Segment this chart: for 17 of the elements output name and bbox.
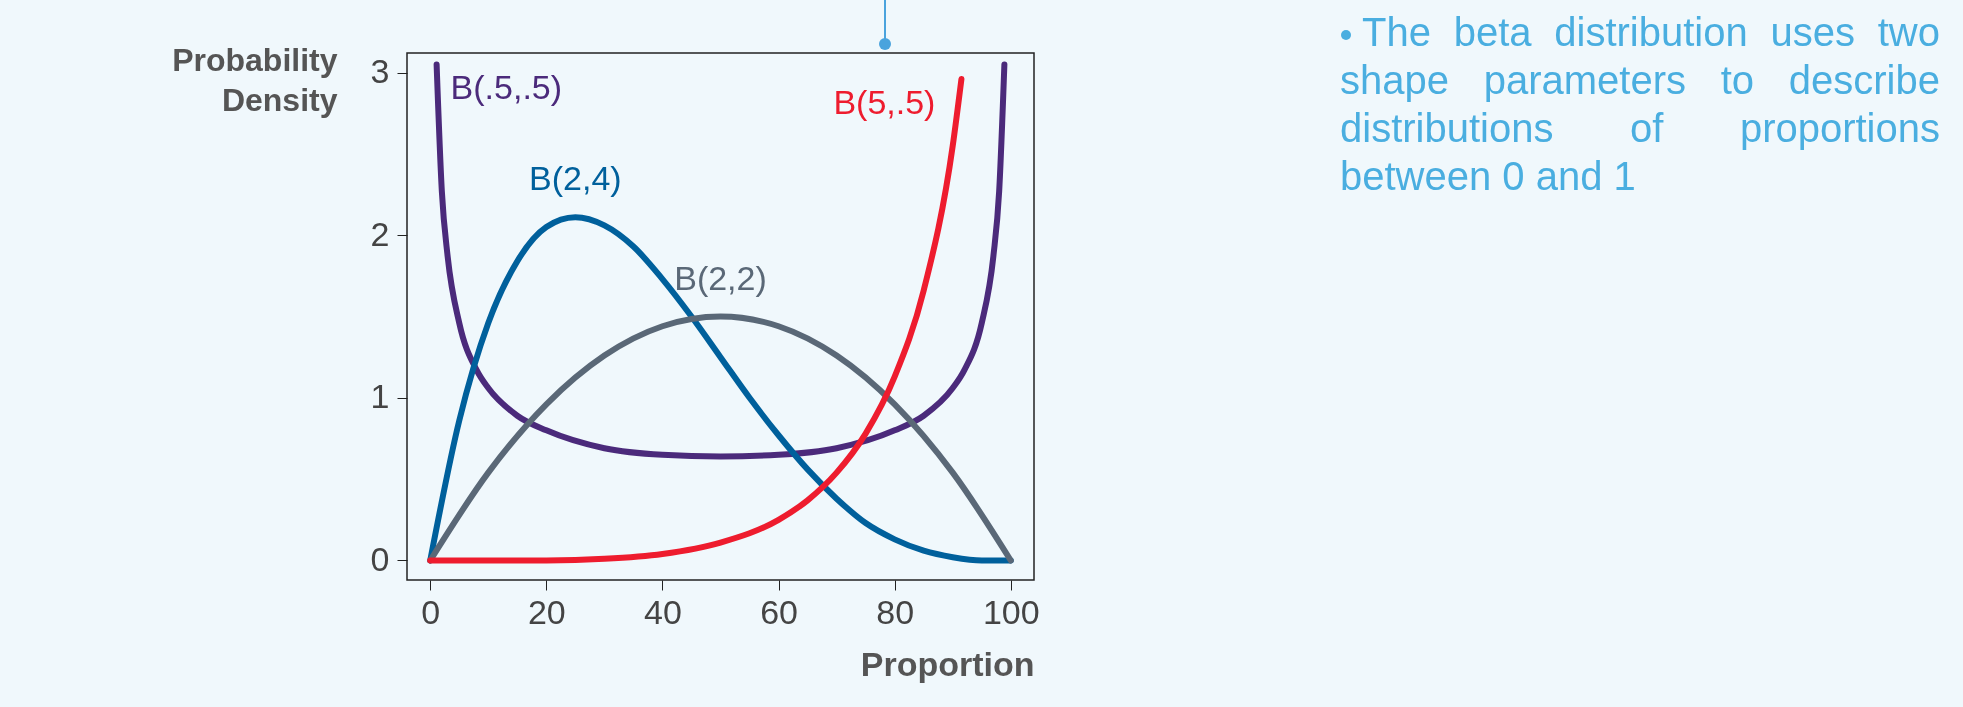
x-tick-label: 80 <box>876 592 915 631</box>
y-tick-label: 3 <box>370 52 390 91</box>
y-axis-title: Probability Density <box>172 41 338 118</box>
x-axis-title: Proportion <box>860 644 1035 683</box>
y-tick-label: 0 <box>370 539 390 578</box>
x-tick-label: 40 <box>644 592 682 631</box>
series-label: B(2,4) <box>529 159 622 198</box>
y-tick-label: 1 <box>370 377 390 416</box>
x-tick-label: 100 <box>982 592 1040 631</box>
x-tick-label: 60 <box>760 592 798 631</box>
x-tick-label: 20 <box>527 592 566 631</box>
text: The beta distribution uses two shape parameters to describe distributions of proportions between 0 and 1 <box>1340 9 1940 200</box>
y-tick-label: 2 <box>370 214 390 253</box>
x-tick-label: 0 <box>421 592 441 631</box>
series-label: B(.5,.5) <box>450 68 563 107</box>
series-label: B(2,2) <box>674 258 767 297</box>
series-label: B(5,.5) <box>833 83 936 122</box>
